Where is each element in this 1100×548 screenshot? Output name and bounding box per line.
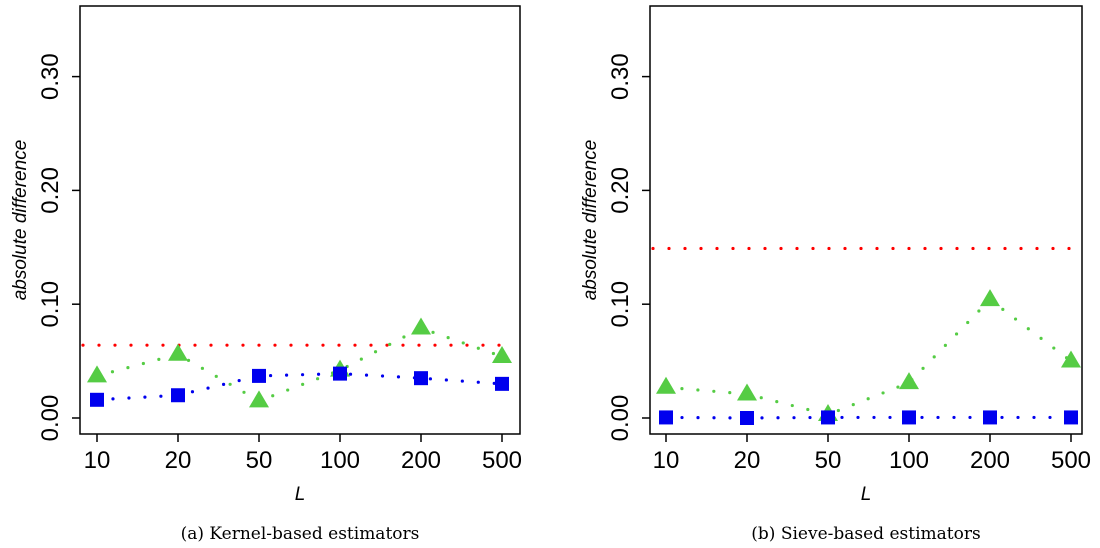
y-axis-label: absolute difference xyxy=(580,140,601,301)
y-tick-label: 0.20 xyxy=(37,167,64,214)
plot-frame xyxy=(79,5,521,435)
square-point xyxy=(333,366,347,381)
triangle-point xyxy=(87,365,107,383)
y-tick-label: 0.00 xyxy=(37,395,64,442)
square-point xyxy=(821,410,835,425)
triangle-point xyxy=(737,383,757,401)
plot-frame xyxy=(649,5,1083,435)
square-point xyxy=(740,411,754,425)
x-tick-label: 100 xyxy=(889,447,929,474)
x-axis-label: L xyxy=(295,484,306,505)
square-point xyxy=(171,388,185,403)
square-point xyxy=(1064,410,1078,425)
plot-marks xyxy=(81,317,512,408)
square-point xyxy=(252,368,266,383)
y-tick-label: 0.30 xyxy=(607,53,634,100)
triangle-point xyxy=(1061,350,1081,368)
x-tick-label: 500 xyxy=(482,447,522,474)
series-line xyxy=(95,372,504,402)
panel-kernel: L absolute difference (a) Kernel-based e… xyxy=(10,5,522,544)
y-tick-label: 0.10 xyxy=(37,281,64,328)
plot-marks xyxy=(651,246,1081,425)
square-point xyxy=(495,376,509,391)
square-point xyxy=(902,410,916,425)
y-tick-label: 0.10 xyxy=(607,281,634,328)
y-tick-label: 0.20 xyxy=(607,167,634,214)
x-tick-label: 200 xyxy=(970,447,1010,474)
x-tick-label: 10 xyxy=(84,447,111,474)
panel-sieve: L absolute difference (b) Sieve-based es… xyxy=(580,5,1091,544)
series-line xyxy=(664,415,1073,420)
y-axis-label: absolute difference xyxy=(10,140,31,301)
x-axis-label: L xyxy=(861,484,872,505)
square-point xyxy=(983,410,997,425)
panel-caption: (b) Sieve-based estimators xyxy=(751,524,980,544)
square-point xyxy=(90,392,104,407)
series-line xyxy=(664,297,1073,417)
x-tick-label: 50 xyxy=(246,447,273,474)
triangle-point xyxy=(492,346,512,364)
x-tick-label: 100 xyxy=(320,447,360,474)
x-tick-label: 200 xyxy=(401,447,441,474)
triangle-point xyxy=(411,317,431,335)
x-tick-label: 20 xyxy=(165,447,192,474)
triangle-point xyxy=(249,390,269,408)
x-tick-label: 10 xyxy=(653,447,680,474)
triangle-point xyxy=(899,372,919,390)
triangle-point xyxy=(168,343,188,361)
y-tick-label: 0.00 xyxy=(607,395,634,442)
triangle-point xyxy=(980,289,1000,307)
y-tick-label: 0.30 xyxy=(37,53,64,100)
square-point xyxy=(659,410,673,425)
x-tick-label: 20 xyxy=(734,447,761,474)
x-tick-label: 50 xyxy=(815,447,842,474)
square-point xyxy=(414,371,428,386)
series-line xyxy=(95,326,504,403)
triangle-point xyxy=(656,376,676,394)
panel-caption: (a) Kernel-based estimators xyxy=(181,524,420,544)
x-tick-label: 500 xyxy=(1051,447,1091,474)
